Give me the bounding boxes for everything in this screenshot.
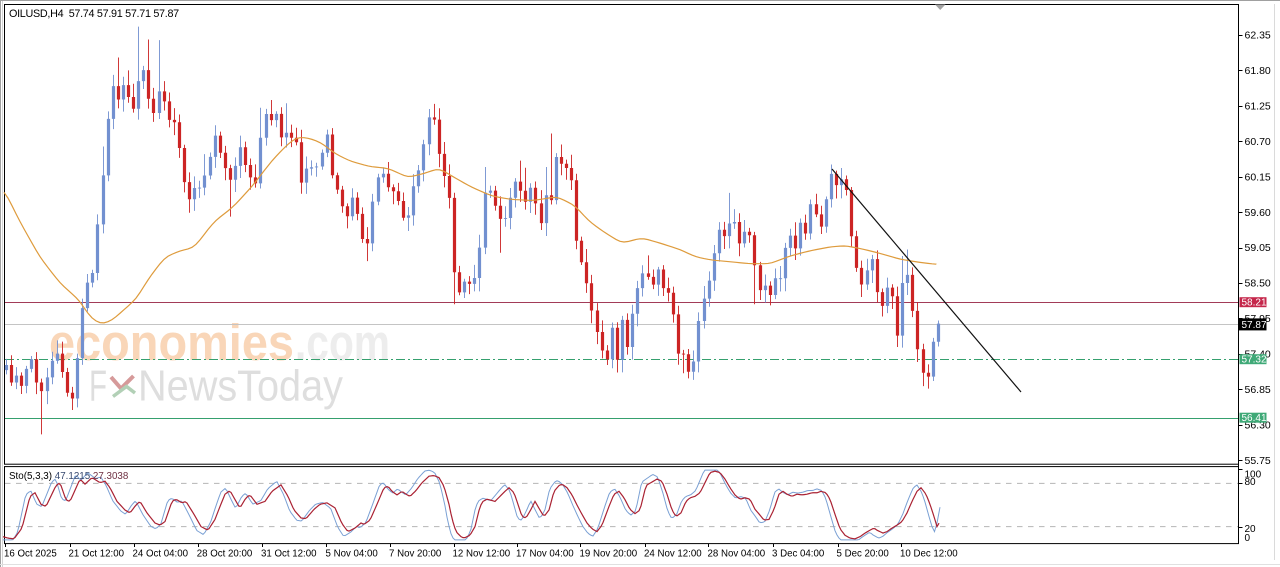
svg-text:.com: .com <box>295 314 390 371</box>
svg-text:58.21: 58.21 <box>1242 298 1267 309</box>
svg-text:5 Dec 20:00: 5 Dec 20:00 <box>837 549 890 560</box>
svg-text:56.41: 56.41 <box>1242 413 1267 424</box>
svg-text:20: 20 <box>1245 524 1257 535</box>
svg-text:58.50: 58.50 <box>1245 278 1271 290</box>
svg-text:OILUSD,H4 57.74 57.91 57.71 5: OILUSD,H4 57.74 57.91 57.71 57.87 <box>9 8 179 20</box>
svg-text:28 Oct 20:00: 28 Oct 20:00 <box>197 549 253 560</box>
svg-text:10 Dec 12:00: 10 Dec 12:00 <box>900 549 958 560</box>
svg-text:55.75: 55.75 <box>1245 455 1271 467</box>
svg-text:61.25: 61.25 <box>1245 100 1271 112</box>
svg-text:3 Dec 04:00: 3 Dec 04:00 <box>772 549 825 560</box>
svg-text:19 Nov 20:00: 19 Nov 20:00 <box>580 549 638 560</box>
svg-text:0: 0 <box>1245 533 1251 544</box>
svg-text:21 Oct 12:00: 21 Oct 12:00 <box>69 549 125 560</box>
svg-text:57.87: 57.87 <box>1242 320 1267 331</box>
svg-text:59.05: 59.05 <box>1245 242 1271 254</box>
svg-text:NewsToday: NewsToday <box>138 362 343 411</box>
svg-text:31 Oct 12:00: 31 Oct 12:00 <box>261 549 317 560</box>
svg-text:F: F <box>89 362 107 411</box>
svg-text:57.32: 57.32 <box>1242 355 1267 366</box>
svg-text:60.70: 60.70 <box>1245 136 1271 148</box>
svg-text:24 Nov 12:00: 24 Nov 12:00 <box>644 549 702 560</box>
svg-text:62.35: 62.35 <box>1245 30 1271 42</box>
svg-text:100: 100 <box>1245 469 1262 480</box>
svg-text:economies: economies <box>49 314 294 371</box>
svg-text:24 Oct 04:00: 24 Oct 04:00 <box>133 549 189 560</box>
svg-text:16 Oct 2025: 16 Oct 2025 <box>4 549 57 560</box>
svg-text:56.85: 56.85 <box>1245 384 1271 396</box>
svg-text:80: 80 <box>1245 477 1257 488</box>
svg-text:17 Nov 04:00: 17 Nov 04:00 <box>516 549 574 560</box>
svg-text:5 Nov 04:00: 5 Nov 04:00 <box>326 549 379 560</box>
svg-text:Sto(5,3,3) 47.1215 27.3038: Sto(5,3,3) 47.1215 27.3038 <box>9 471 129 482</box>
svg-text:59.60: 59.60 <box>1245 207 1271 219</box>
svg-text:60.15: 60.15 <box>1245 171 1271 183</box>
svg-text:61.80: 61.80 <box>1245 65 1271 77</box>
svg-text:7 Nov 20:00: 7 Nov 20:00 <box>389 549 442 560</box>
svg-text:12 Nov 12:00: 12 Nov 12:00 <box>453 549 511 560</box>
svg-text:28 Nov 04:00: 28 Nov 04:00 <box>708 549 766 560</box>
